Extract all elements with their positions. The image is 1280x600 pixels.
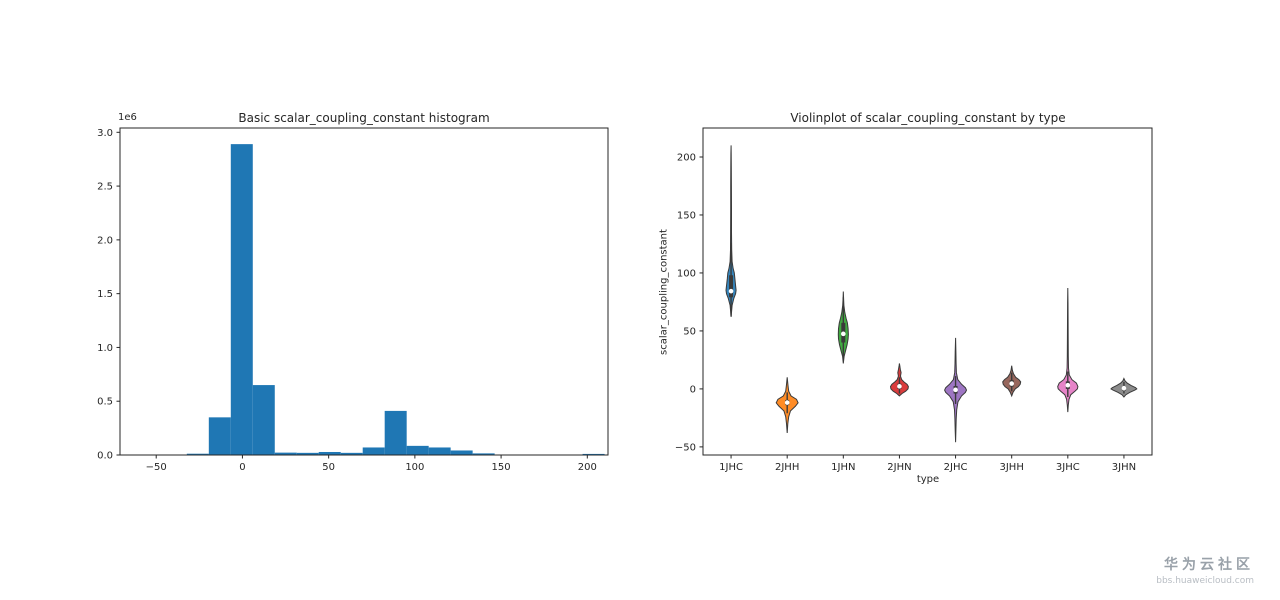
violin-body-1jhc xyxy=(725,145,737,318)
histogram-bar xyxy=(406,445,429,455)
violin-median-dot xyxy=(841,331,846,337)
histogram-bar xyxy=(340,452,363,455)
y-tick-label: 3.0 xyxy=(97,128,113,139)
x-tick-label: 2JHN xyxy=(887,462,911,473)
violin-median-dot xyxy=(897,384,902,389)
violinplot-title: Violinplot of scalar_coupling_constant b… xyxy=(790,111,1066,125)
histogram-bar xyxy=(450,450,473,455)
histogram-bar xyxy=(428,447,451,455)
histogram-bar xyxy=(582,453,605,455)
x-tick-label: 3JHC xyxy=(1056,462,1080,473)
x-tick-label: −50 xyxy=(146,462,167,473)
y-tick-label: 1.5 xyxy=(97,289,113,300)
x-tick-label: 1JHC xyxy=(719,462,743,473)
y-tick-label: 0 xyxy=(690,384,696,395)
y-tick-label: 2.5 xyxy=(97,182,113,193)
x-tick-label: 2JHH xyxy=(775,462,799,473)
violin-axes-box xyxy=(702,127,1153,456)
x-tick-label: 3JHH xyxy=(1000,462,1024,473)
x-tick-label: 3JHN xyxy=(1112,462,1136,473)
y-tick-label: 200 xyxy=(677,152,696,163)
histogram-bar xyxy=(186,453,209,455)
watermark-title: 华为云社区 xyxy=(1164,557,1254,573)
histogram-y-offset-label: 1e6 xyxy=(118,112,137,123)
violin-median-dot xyxy=(953,387,958,393)
watermark: 华为云社区 bbs.huaweicloud.com xyxy=(1156,554,1254,586)
violin-median-dot xyxy=(1065,382,1071,388)
histogram-bar xyxy=(296,452,319,455)
histogram-bar xyxy=(318,451,341,455)
x-tick-label: 50 xyxy=(322,462,335,473)
violin-y-axis-label: scalar_coupling_constant xyxy=(658,229,670,355)
y-tick-label: 0.0 xyxy=(97,451,113,462)
violin-x-axis-label: type xyxy=(916,474,940,485)
y-tick-label: 50 xyxy=(683,326,696,337)
violin-median-dot xyxy=(1009,381,1014,386)
violin-median-dot xyxy=(728,288,734,294)
x-tick-label: 1JHN xyxy=(831,462,855,473)
histogram-bar xyxy=(208,417,231,455)
violin-body-3jhc xyxy=(1057,287,1079,413)
y-tick-label: 150 xyxy=(677,210,696,221)
histogram-bar xyxy=(252,385,275,455)
histogram-axes-box xyxy=(119,127,609,456)
y-tick-label: 0.5 xyxy=(97,397,113,408)
x-tick-label: 2JHC xyxy=(944,462,968,473)
violin-median-dot xyxy=(784,400,790,405)
histogram-bar xyxy=(384,410,407,455)
x-tick-label: 200 xyxy=(578,462,597,473)
histogram-bar xyxy=(472,453,495,455)
x-tick-label: 0 xyxy=(239,462,245,473)
histogram-title: Basic scalar_coupling_constant histogram xyxy=(238,111,490,125)
x-tick-label: 150 xyxy=(492,462,511,473)
histogram-bar xyxy=(230,144,253,455)
y-tick-label: 2.0 xyxy=(97,235,113,246)
x-tick-label: 100 xyxy=(405,462,424,473)
watermark-subtitle: bbs.huaweicloud.com xyxy=(1156,576,1254,586)
histogram-bar xyxy=(274,452,297,455)
violin-median-dot xyxy=(1121,385,1127,391)
y-tick-label: −50 xyxy=(675,442,696,453)
y-tick-label: 1.0 xyxy=(97,343,113,354)
y-tick-label: 100 xyxy=(677,268,696,279)
histogram-bar xyxy=(362,447,385,455)
